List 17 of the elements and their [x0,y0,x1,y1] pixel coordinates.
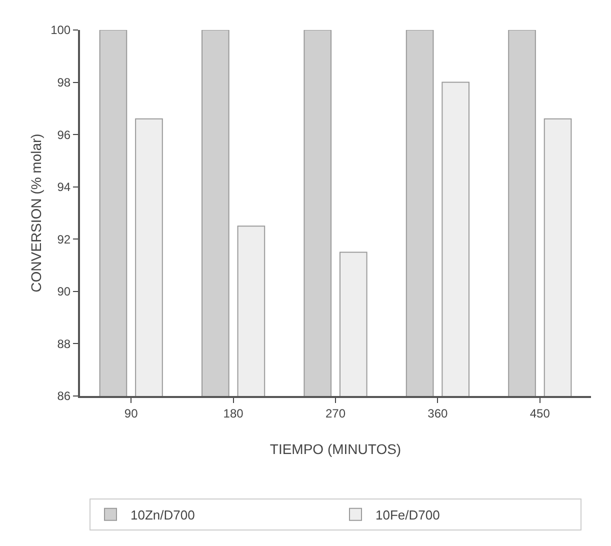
y-tick-label: 96 [57,128,71,142]
x-tick-label: 270 [325,406,346,420]
x-tick-label: 360 [428,406,448,420]
y-axis-title: CONVERSION (% molar) [28,134,44,292]
y-tick-label: 86 [57,389,71,404]
y-tick-label: 92 [57,232,71,246]
y-tick-label: 94 [57,180,71,194]
y-tick-label: 90 [57,284,71,299]
x-tick-label: 90 [124,406,138,420]
x-tick-label: 180 [223,406,244,420]
x-tick-label: 450 [530,406,550,420]
legend-label: 10Zn/D700 [130,508,195,522]
y-tick-label: 88 [57,336,71,351]
y-tick-label: 100 [50,23,71,38]
legend-label: 10Fe/D700 [376,508,440,522]
x-axis-title: TIEMPO (MINUTOS) [270,441,402,458]
y-tick-label: 98 [57,75,71,90]
